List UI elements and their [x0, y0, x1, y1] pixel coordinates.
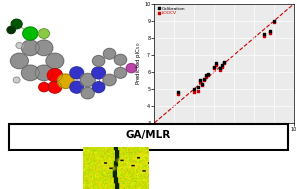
Circle shape [114, 67, 127, 78]
Calibration [222, 60, 227, 63]
Circle shape [70, 81, 83, 93]
Calibration [212, 65, 217, 68]
LOOCV [272, 21, 277, 24]
LOOCV [220, 65, 225, 68]
Circle shape [103, 74, 116, 86]
Circle shape [16, 43, 23, 48]
LOOCV [218, 69, 223, 72]
LOOCV [198, 81, 203, 84]
Circle shape [126, 64, 137, 73]
Calibration [206, 72, 211, 75]
Circle shape [70, 67, 83, 79]
LOOCV [192, 91, 197, 94]
Calibration [220, 64, 225, 67]
Circle shape [46, 53, 64, 69]
LOOCV [196, 89, 201, 92]
Circle shape [21, 40, 39, 56]
Y-axis label: Predicted pIC$_{50}$: Predicted pIC$_{50}$ [134, 42, 143, 85]
LOOCV [206, 74, 211, 77]
LOOCV [212, 67, 217, 70]
Calibration [214, 62, 219, 65]
Calibration [262, 33, 266, 36]
Circle shape [48, 81, 62, 93]
Calibration [272, 19, 277, 22]
Calibration [192, 87, 197, 90]
Circle shape [10, 53, 28, 69]
LOOCV [214, 64, 219, 67]
Circle shape [92, 67, 105, 79]
Circle shape [35, 65, 53, 81]
Calibration [202, 77, 207, 80]
Legend: Calibration, LOOCV: Calibration, LOOCV [157, 6, 186, 16]
Calibration [218, 67, 223, 70]
LOOCV [268, 31, 272, 34]
Circle shape [80, 74, 95, 87]
FancyBboxPatch shape [9, 124, 288, 150]
Circle shape [92, 56, 105, 66]
Circle shape [81, 87, 94, 99]
Circle shape [39, 83, 49, 92]
LOOCV [176, 92, 181, 95]
Circle shape [11, 19, 22, 29]
Circle shape [35, 40, 53, 56]
Circle shape [7, 26, 15, 34]
Circle shape [103, 48, 116, 59]
Circle shape [13, 77, 20, 83]
Text: GA/MLR: GA/MLR [126, 130, 171, 140]
Circle shape [39, 29, 49, 38]
Circle shape [114, 54, 127, 65]
Calibration [200, 82, 205, 85]
Calibration [176, 91, 181, 94]
Calibration [196, 86, 201, 89]
Circle shape [92, 82, 105, 92]
Calibration [204, 74, 209, 77]
X-axis label: Experimental pIC$_{50}$: Experimental pIC$_{50}$ [197, 133, 251, 142]
LOOCV [222, 62, 227, 65]
LOOCV [204, 75, 209, 78]
Circle shape [23, 27, 38, 40]
LOOCV [202, 79, 207, 82]
LOOCV [200, 84, 205, 87]
Calibration [268, 29, 272, 33]
Calibration [198, 79, 203, 82]
Circle shape [58, 74, 74, 88]
Circle shape [48, 69, 62, 82]
Circle shape [21, 65, 39, 81]
LOOCV [262, 35, 266, 38]
